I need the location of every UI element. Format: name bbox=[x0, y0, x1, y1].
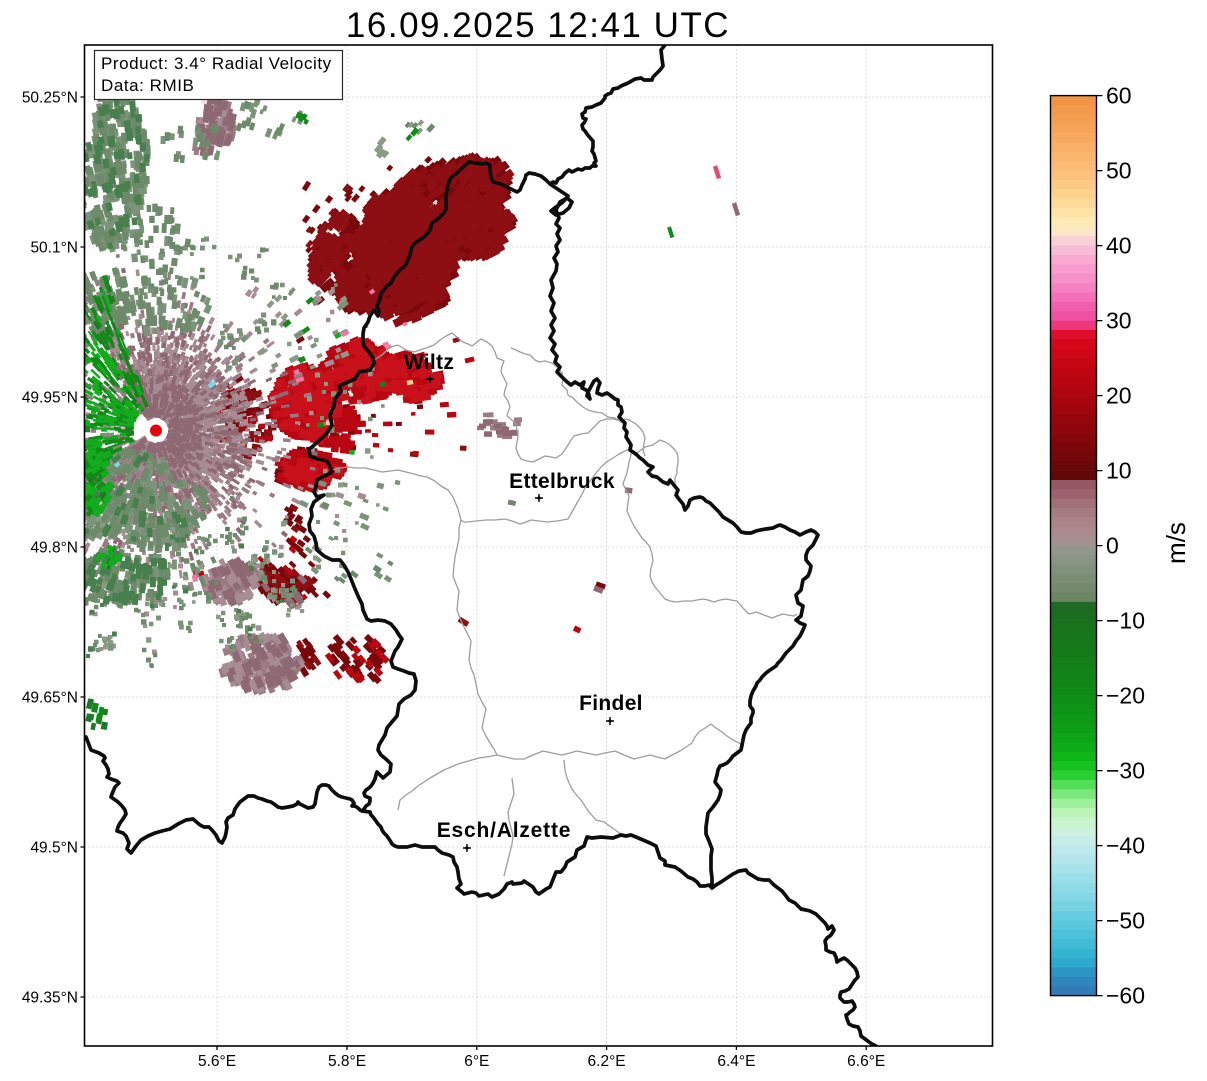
svg-text:6.4°E: 6.4°E bbox=[717, 1053, 755, 1070]
svg-text:49.35°N: 49.35°N bbox=[22, 990, 78, 1007]
svg-text:49.95°N: 49.95°N bbox=[22, 390, 78, 407]
svg-text:m/s: m/s bbox=[1161, 522, 1191, 564]
svg-text:16.09.2025 12:41 UTC: 16.09.2025 12:41 UTC bbox=[346, 6, 730, 45]
svg-text:Esch/Alzette: Esch/Alzette bbox=[437, 819, 571, 842]
svg-text:49.5°N: 49.5°N bbox=[30, 840, 78, 857]
svg-text:Wiltz: Wiltz bbox=[404, 351, 454, 374]
svg-text:−60: −60 bbox=[1106, 983, 1145, 1009]
svg-text:5.6°E: 5.6°E bbox=[198, 1053, 236, 1070]
svg-text:Product: 3.4° Radial Velocity: Product: 3.4° Radial Velocity bbox=[101, 54, 332, 73]
svg-text:−20: −20 bbox=[1106, 683, 1145, 709]
svg-text:−30: −30 bbox=[1106, 758, 1145, 784]
svg-text:Ettelbruck: Ettelbruck bbox=[509, 470, 615, 493]
svg-text:20: 20 bbox=[1106, 383, 1132, 409]
svg-text:60: 60 bbox=[1106, 83, 1132, 109]
svg-text:50.25°N: 50.25°N bbox=[22, 90, 78, 107]
svg-text:40: 40 bbox=[1106, 233, 1132, 259]
svg-text:−10: −10 bbox=[1106, 608, 1145, 634]
svg-text:30: 30 bbox=[1106, 308, 1132, 334]
svg-text:49.65°N: 49.65°N bbox=[22, 690, 78, 707]
svg-text:6°E: 6°E bbox=[464, 1053, 489, 1070]
svg-text:Findel: Findel bbox=[579, 692, 643, 715]
svg-text:0: 0 bbox=[1106, 533, 1119, 559]
svg-text:−50: −50 bbox=[1106, 908, 1145, 934]
svg-text:10: 10 bbox=[1106, 458, 1132, 484]
svg-text:−40: −40 bbox=[1106, 833, 1145, 859]
svg-text:49.8°N: 49.8°N bbox=[30, 540, 78, 557]
svg-text:6.2°E: 6.2°E bbox=[588, 1053, 626, 1070]
svg-text:50.1°N: 50.1°N bbox=[30, 240, 78, 257]
svg-text:5.8°E: 5.8°E bbox=[328, 1053, 366, 1070]
svg-text:6.6°E: 6.6°E bbox=[847, 1053, 885, 1070]
svg-text:Data: RMIB: Data: RMIB bbox=[101, 76, 194, 95]
svg-text:50: 50 bbox=[1106, 158, 1132, 184]
